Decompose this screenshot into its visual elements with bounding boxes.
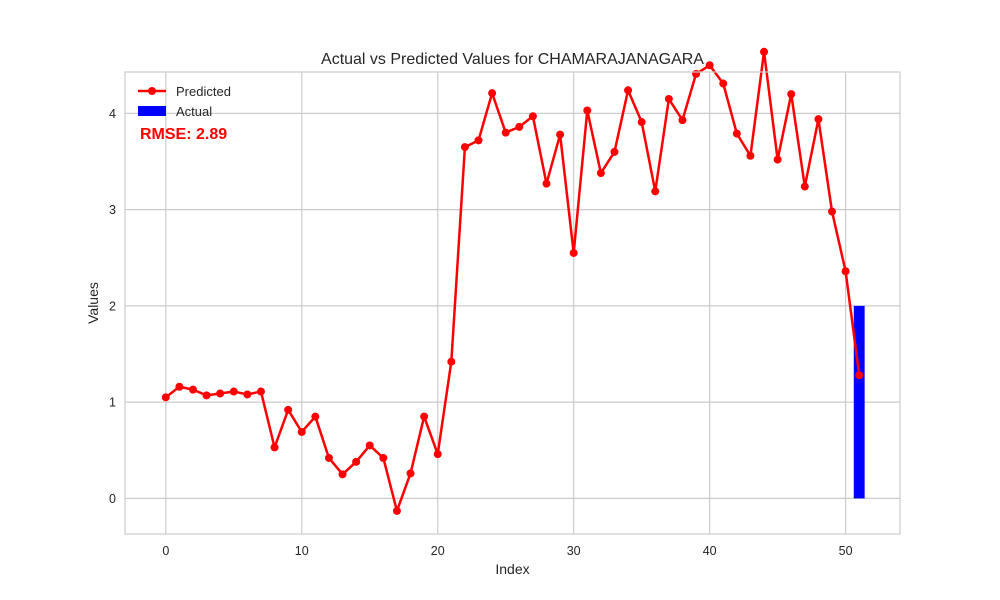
predicted-line	[165, 50, 861, 513]
bar-series-actual	[853, 305, 865, 499]
predicted-point	[175, 382, 184, 391]
predicted-point	[188, 385, 197, 394]
predicted-point	[365, 441, 374, 450]
y-tick-label: 0	[109, 492, 116, 506]
predicted-point	[515, 122, 524, 131]
predicted-point	[637, 118, 646, 127]
predicted-point	[447, 357, 456, 366]
predicted-point	[773, 155, 782, 164]
x-tick-label: 40	[703, 544, 717, 558]
predicted-point	[216, 389, 225, 398]
predicted-point	[433, 450, 442, 459]
predicted-point	[501, 128, 510, 137]
predicted-point	[406, 469, 415, 478]
x-tick-label: 10	[295, 544, 309, 558]
predicted-point	[338, 470, 347, 479]
predicted-point	[678, 116, 687, 125]
actual-bar	[853, 305, 865, 499]
predicted-point	[392, 506, 401, 515]
predicted-point	[828, 207, 837, 216]
predicted-point	[420, 412, 429, 421]
legend-actual-swatch	[138, 106, 166, 116]
predicted-point	[624, 86, 633, 95]
predicted-point	[311, 412, 320, 421]
predicted-point	[270, 443, 279, 452]
predicted-point	[719, 79, 728, 88]
x-tick-labels: 0 10 20 30 40 50	[162, 544, 852, 558]
predicted-point	[664, 94, 673, 103]
predicted-point	[460, 143, 469, 152]
predicted-point	[474, 136, 483, 145]
predicted-point	[705, 61, 714, 70]
y-tick-labels: 0 1 2 3 4	[109, 107, 116, 506]
predicted-point	[841, 267, 850, 276]
predicted-point	[855, 371, 864, 380]
predicted-point	[732, 129, 741, 138]
y-tick-label: 2	[109, 299, 116, 313]
predicted-point	[488, 89, 497, 98]
predicted-point	[610, 147, 619, 156]
y-tick-label: 4	[109, 107, 116, 121]
predicted-point	[352, 457, 361, 466]
y-axis-label: Values	[85, 282, 101, 324]
predicted-point	[256, 387, 265, 396]
x-tick-label: 20	[431, 544, 445, 558]
legend-predicted-label: Predicted	[176, 84, 231, 99]
predicted-point	[542, 179, 551, 188]
predicted-point	[787, 90, 796, 99]
chart-title: Actual vs Predicted Values for CHAMARAJA…	[321, 51, 704, 68]
legend: Predicted Actual	[138, 84, 231, 119]
predicted-point	[651, 187, 660, 196]
x-tick-label: 50	[839, 544, 853, 558]
predicted-point	[746, 151, 755, 160]
predicted-point	[161, 393, 170, 402]
rmse-annotation: RMSE: 2.89	[140, 126, 227, 143]
predicted-point	[297, 427, 306, 436]
predicted-point	[583, 106, 592, 115]
predicted-point	[800, 182, 809, 191]
predicted-point	[284, 405, 293, 414]
predicted-point	[528, 112, 537, 121]
x-axis-label: Index	[495, 561, 529, 577]
predicted-point	[202, 391, 211, 400]
y-tick-label: 3	[109, 203, 116, 217]
plot-area	[125, 72, 900, 534]
y-tick-label: 1	[109, 396, 116, 410]
predicted-point	[379, 453, 388, 462]
predicted-point	[556, 130, 565, 139]
predicted-point	[760, 47, 769, 56]
predicted-point	[814, 115, 823, 124]
x-tick-label: 30	[567, 544, 581, 558]
predicted-point	[324, 453, 333, 462]
predicted-point	[243, 390, 252, 399]
predicted-point	[596, 169, 605, 178]
predicted-point	[692, 69, 701, 78]
legend-predicted-marker	[148, 87, 156, 95]
predicted-point	[569, 248, 578, 257]
x-tick-label: 0	[162, 544, 169, 558]
legend-actual-label: Actual	[176, 104, 212, 119]
line-series-predicted	[161, 47, 864, 515]
predicted-point	[229, 387, 238, 396]
plot-frame	[124, 71, 901, 535]
